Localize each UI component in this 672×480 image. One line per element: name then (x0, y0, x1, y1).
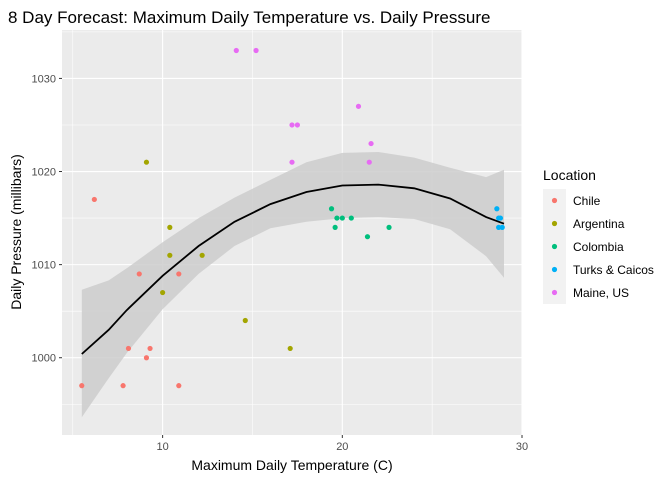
legend-key-swatch (551, 220, 558, 227)
legend-key-swatch (551, 197, 558, 204)
legend-title: Location (543, 167, 596, 183)
data-point-argentina (167, 252, 173, 258)
data-point-maine-us (368, 140, 374, 147)
data-point-colombia (328, 206, 335, 212)
data-point-chile (79, 383, 85, 389)
data-point-turks-caicos (497, 215, 504, 221)
legend: Location Chile Argentina Colombia Turks & C… (543, 167, 654, 304)
chart-title: 8 Day Forecast: Maximum Daily Temperatur… (8, 8, 490, 27)
data-point-maine-us (253, 47, 259, 54)
legend-key-swatch (551, 266, 558, 273)
data-point-maine-us (233, 47, 239, 54)
data-point-chile (125, 345, 132, 352)
data-point-chile (176, 383, 182, 389)
data-point-argentina (160, 289, 166, 296)
data-point-chile (143, 355, 150, 361)
legend-label: Chile (573, 194, 601, 208)
data-point-argentina (242, 317, 248, 324)
data-point-turks-caicos (496, 224, 502, 230)
plot-panel (62, 30, 522, 435)
smooth-confidence-band (81, 152, 505, 418)
y-tick-label: 1010 (32, 260, 56, 272)
data-point-chile (120, 383, 126, 389)
x-tick-label: 20 (336, 441, 348, 453)
y-tick-label: 1030 (32, 73, 56, 85)
data-point-argentina (287, 345, 293, 352)
legend-label: Turks & Caicos (573, 263, 654, 277)
x-axis-ticks: 10 20 30 (157, 435, 528, 453)
data-point-chile (91, 196, 97, 203)
data-point-colombia (364, 234, 371, 240)
y-tick-label: 1000 (32, 353, 56, 365)
y-tick-label: 1020 (32, 167, 56, 179)
data-point-maine-us (289, 122, 295, 128)
y-axis-title: Daily Pressure (millibars) (8, 154, 24, 310)
legend-label: Argentina (573, 217, 625, 231)
x-axis-title: Maximum Daily Temperature (C) (191, 457, 392, 473)
legend-items: Chile Argentina Colombia Turks & Caicos Main… (543, 189, 654, 304)
data-point-maine-us (289, 159, 295, 165)
y-axis-ticks: 1000 1010 1020 1030 (32, 73, 62, 365)
data-point-turks-caicos (499, 224, 505, 230)
data-point-colombia (348, 215, 354, 221)
data-point-colombia (386, 224, 392, 230)
data-point-argentina (199, 252, 205, 258)
legend-key-swatch (551, 243, 558, 250)
data-point-turks-caicos (494, 206, 500, 212)
legend-label: Maine, US (573, 286, 629, 300)
legend-label: Colombia (573, 240, 624, 254)
data-points (79, 47, 505, 389)
data-point-maine-us (294, 122, 300, 128)
x-tick-label: 10 (157, 441, 169, 453)
data-point-chile (136, 271, 142, 277)
x-tick-label: 30 (516, 441, 528, 453)
data-point-maine-us (355, 103, 362, 109)
data-point-chile (176, 271, 182, 277)
legend-key-swatch (551, 289, 558, 296)
data-point-colombia (339, 215, 345, 221)
data-point-argentina (143, 159, 150, 165)
smooth-trend-line (81, 183, 505, 355)
data-point-argentina (167, 224, 173, 230)
data-point-maine-us (366, 159, 372, 165)
data-point-colombia (332, 224, 338, 230)
data-point-chile (147, 345, 153, 352)
data-point-colombia (334, 215, 340, 221)
